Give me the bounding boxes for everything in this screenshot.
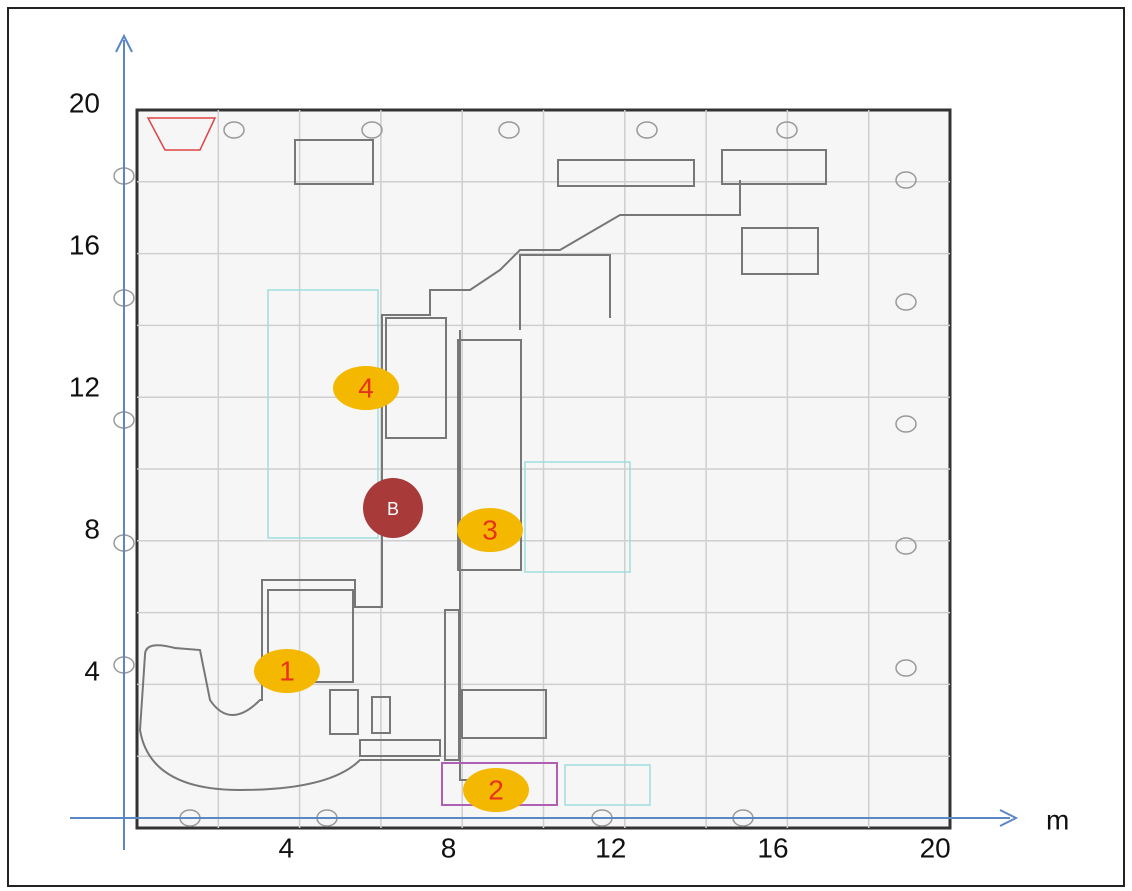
marker-label: B [387, 499, 399, 519]
x-tick-label: 16 [757, 832, 788, 863]
y-tick-label: 16 [69, 229, 100, 260]
x-tick-label: 12 [595, 832, 626, 863]
y-tick-label: 20 [69, 87, 100, 118]
x-tick-label: 4 [278, 832, 294, 863]
marker-label: 1 [279, 655, 295, 686]
axis-unit: m [1046, 804, 1069, 835]
x-tick-label: 8 [441, 832, 457, 863]
y-tick-label: 12 [69, 371, 100, 402]
y-tick-label: 4 [84, 655, 100, 686]
marker-label: 2 [488, 774, 504, 805]
floor-plan-diagram: m 48121620201612841234B [0, 0, 1132, 891]
marker-label: 3 [482, 514, 498, 545]
y-tick-label: 8 [84, 513, 100, 544]
marker-label: 4 [358, 372, 374, 403]
x-tick-label: 20 [920, 832, 951, 863]
